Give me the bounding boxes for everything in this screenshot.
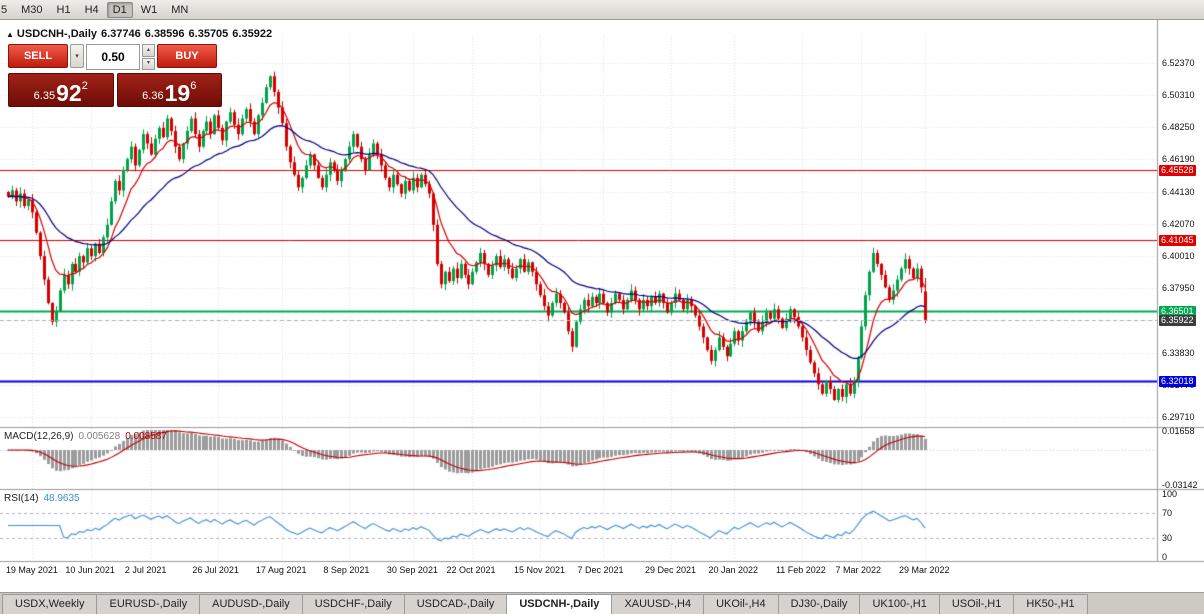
symbol-arrow-icon: ▲ bbox=[6, 30, 14, 39]
timeframe-button[interactable]: MN bbox=[165, 2, 194, 18]
volume-stepper: ▴ ▾ bbox=[142, 44, 155, 70]
ohlc-close: 6.35922 bbox=[232, 28, 273, 40]
rsi-value: 48.9635 bbox=[43, 493, 80, 504]
rsi-indicator-label: RSI(14) 48.9635 bbox=[4, 493, 80, 504]
buy-price-main: 19 bbox=[164, 80, 191, 106]
volume-input[interactable] bbox=[86, 44, 140, 70]
timeframe-toolbar: 5 M30 H1 H4 D1 W1 MN bbox=[0, 0, 1204, 20]
buy-price-prefix: 6.36 bbox=[142, 90, 164, 102]
chart-tab[interactable]: UKOil-,H4 bbox=[703, 594, 779, 614]
timeframe-button[interactable]: W1 bbox=[135, 2, 164, 18]
chart-tab[interactable]: UK100-,H1 bbox=[859, 594, 940, 614]
chart-area: 6.52370 6.50310 6.48250 6.46190 6.44130 6.420… bbox=[0, 20, 1204, 592]
chart-title: ▲ USDCNH-,Daily 6.37746 6.38596 6.35705 6.359… bbox=[6, 28, 276, 40]
sell-price-display[interactable]: 6.35 92 2 bbox=[8, 73, 114, 107]
macd-main-value: 0.005628 bbox=[78, 431, 121, 442]
chart-symbol: USDCNH-,Daily bbox=[16, 28, 97, 40]
ohlc-low: 6.35705 bbox=[188, 28, 229, 40]
chart-tab[interactable]: USOil-,H1 bbox=[938, 594, 1015, 614]
volume-dropdown-button[interactable]: ▾ bbox=[70, 44, 84, 68]
timeframe-button[interactable]: M30 bbox=[15, 2, 48, 18]
chart-tab[interactable]: USDCAD-,Daily bbox=[403, 594, 508, 614]
macd-name: MACD(12,26,9) bbox=[4, 431, 74, 442]
buy-button[interactable]: BUY bbox=[157, 44, 217, 68]
chart-tab[interactable]: USDX,Weekly bbox=[2, 594, 98, 614]
ohlc-high: 6.38596 bbox=[144, 28, 185, 40]
chart-tab[interactable]: DJ30-,Daily bbox=[777, 594, 861, 614]
timeframe-button[interactable]: H1 bbox=[51, 2, 77, 18]
ohlc-open: 6.37746 bbox=[101, 28, 141, 40]
macd-signal-value: 0.008587 bbox=[125, 431, 167, 442]
sell-price-main: 92 bbox=[56, 80, 82, 106]
macd-indicator-label: MACD(12,26,9) 0.005628 0.008587 bbox=[4, 431, 167, 442]
timeframe-button[interactable]: H4 bbox=[79, 2, 105, 18]
chart-tab[interactable]: XAUUSD-,H4 bbox=[611, 594, 705, 614]
buy-price-display[interactable]: 6.36 19 6 bbox=[116, 73, 222, 107]
rsi-name: RSI(14) bbox=[4, 493, 39, 504]
chevron-down-icon: ▾ bbox=[75, 52, 79, 60]
volume-up-button[interactable]: ▴ bbox=[142, 44, 155, 57]
timeframe-button[interactable]: 5 bbox=[0, 2, 13, 18]
chart-tab[interactable]: HK50-,H1 bbox=[1013, 594, 1088, 614]
chart-tab[interactable]: EURUSD-,Daily bbox=[96, 594, 201, 614]
chart-tab[interactable]: AUDUSD-,Daily bbox=[199, 594, 303, 614]
chart-tab[interactable]: USDCNH-,Daily bbox=[506, 594, 613, 614]
chart-tab[interactable]: USDCHF-,Daily bbox=[301, 594, 405, 614]
timeframe-button[interactable]: D1 bbox=[106, 1, 133, 18]
price-chart-canvas[interactable] bbox=[0, 20, 1204, 592]
volume-down-button[interactable]: ▾ bbox=[142, 57, 155, 70]
chart-tab-bar: USDX,Weekly EURUSD-,Daily AUDUSD-,Daily USD… bbox=[0, 592, 1204, 614]
sell-button[interactable]: SELL bbox=[8, 44, 68, 68]
buy-price-pip: 6 bbox=[190, 80, 197, 92]
one-click-trading-panel: SELL ▾ ▴ ▾ BUY 6.35 92 2 6.36 19 6 bbox=[8, 44, 222, 107]
sell-price-pip: 2 bbox=[81, 80, 88, 92]
sell-price-prefix: 6.35 bbox=[33, 90, 56, 102]
